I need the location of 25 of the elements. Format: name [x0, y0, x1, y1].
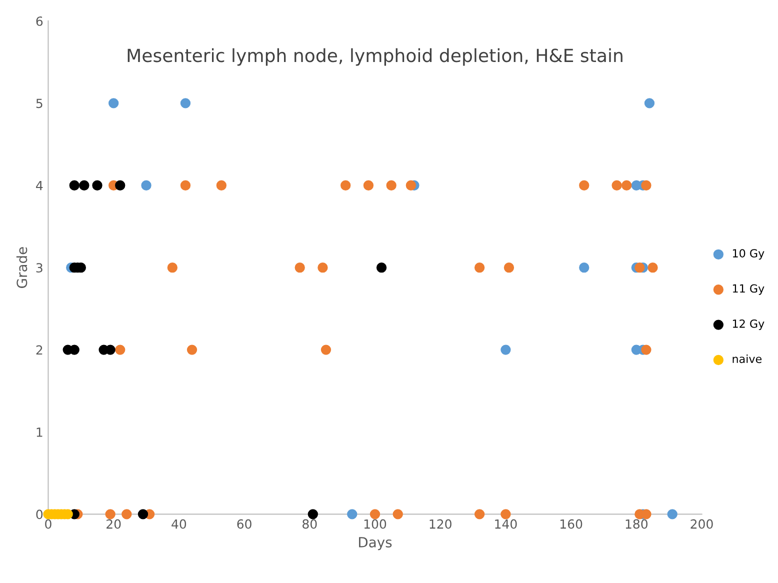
legend-label: 12 Gy [732, 319, 764, 330]
x-tick-label: 160 [560, 519, 582, 529]
y-tick-label: 6 [36, 16, 43, 26]
legend-label: naive [732, 354, 762, 364]
x-tick-label: 60 [237, 519, 252, 529]
x-tick-label: 200 [690, 519, 713, 529]
legend-label: 11 Gy [732, 284, 764, 295]
x-tick-label: 40 [172, 519, 186, 529]
x-tick-label: 100 [364, 519, 386, 529]
x-tick-label: 120 [430, 519, 452, 529]
y-tick-label: 1 [36, 428, 42, 437]
x-tick-label: 140 [495, 519, 517, 529]
x-tick-label: 20 [106, 519, 121, 529]
y-tick-label: 5 [36, 98, 42, 108]
y-tick-label: 0 [36, 510, 43, 520]
legend-label: 10 Gy [732, 249, 764, 260]
x-tick-label: 80 [302, 519, 317, 529]
x-axis-title: Days [359, 537, 392, 550]
x-tick-label: 0 [45, 519, 52, 529]
y-tick-label: 2 [36, 345, 42, 355]
x-tick-label: 180 [626, 519, 648, 529]
y-tick-label: 3 [36, 263, 42, 273]
y-axis-title: Grade [16, 247, 28, 288]
text: Mesenteric lymph node, lymphoid depletion, H&E stain [128, 48, 622, 66]
y-tick-label: 4 [36, 181, 43, 190]
